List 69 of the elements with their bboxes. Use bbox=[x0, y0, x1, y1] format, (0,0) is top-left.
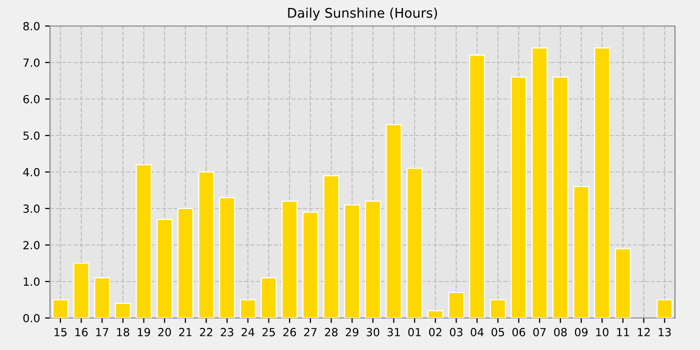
x-tick-label: 22 bbox=[200, 328, 212, 336]
x-tick-label: 03 bbox=[450, 328, 462, 336]
bar bbox=[114, 302, 131, 318]
bar bbox=[448, 292, 464, 318]
bar bbox=[302, 212, 318, 318]
x-tick-label: 04 bbox=[470, 328, 484, 336]
x-tick-label: 27 bbox=[304, 328, 317, 336]
x-tick-label: 02 bbox=[429, 328, 442, 336]
bar bbox=[219, 196, 236, 318]
y-tick-label: 3.0 bbox=[23, 204, 40, 213]
x-tick-label: 30 bbox=[366, 328, 380, 336]
bar bbox=[573, 186, 590, 318]
x-tick-label: 05 bbox=[492, 328, 504, 336]
x-tick-label: 24 bbox=[242, 328, 254, 336]
x-tick-label: 15 bbox=[54, 328, 67, 336]
x-tick-label: 12 bbox=[638, 328, 650, 336]
y-tick-label: 8.0 bbox=[23, 22, 40, 30]
x-tick-label: 18 bbox=[117, 328, 130, 336]
y-tick-label: 6.0 bbox=[23, 94, 40, 104]
x-tick-label: 25 bbox=[262, 328, 275, 336]
bar bbox=[510, 76, 527, 318]
x-tick-label: 17 bbox=[96, 328, 108, 336]
bar bbox=[177, 208, 194, 318]
x-tick-label: 09 bbox=[574, 328, 588, 336]
bar bbox=[656, 299, 673, 318]
y-tick-label: 5.0 bbox=[23, 131, 40, 140]
bar bbox=[94, 277, 110, 318]
bar bbox=[323, 175, 340, 318]
bar bbox=[469, 54, 486, 318]
bar bbox=[156, 218, 173, 318]
bar bbox=[427, 310, 444, 318]
bar bbox=[364, 200, 381, 318]
bar bbox=[52, 299, 68, 318]
chart-title: Daily Sunshine (Hours) bbox=[288, 8, 437, 20]
y-tick-label: 4.0 bbox=[23, 168, 40, 176]
bar bbox=[594, 47, 610, 318]
x-tick-label: 20 bbox=[158, 328, 171, 336]
x-tick-label: 13 bbox=[658, 328, 671, 336]
x-tick-label: 26 bbox=[283, 328, 296, 336]
bar bbox=[260, 277, 277, 318]
bar bbox=[614, 248, 631, 318]
x-tick-label: 06 bbox=[512, 328, 526, 336]
bar bbox=[240, 299, 256, 318]
x-tick-label: 23 bbox=[220, 328, 234, 336]
y-tick-label: 2.0 bbox=[23, 240, 40, 250]
bar bbox=[406, 168, 423, 318]
x-tick-label: 16 bbox=[75, 328, 88, 336]
y-tick-label: 1.0 bbox=[24, 277, 40, 286]
bar bbox=[198, 171, 214, 318]
bar bbox=[136, 164, 152, 318]
x-tick-label: 08 bbox=[554, 328, 567, 336]
y-tick-label: 0.0 bbox=[23, 314, 40, 322]
bar bbox=[532, 47, 548, 318]
x-tick-label: 29 bbox=[346, 328, 358, 336]
bar bbox=[73, 262, 90, 318]
bar bbox=[282, 200, 298, 318]
y-tick-label: 7.0 bbox=[24, 58, 40, 67]
x-tick-label: 10 bbox=[596, 328, 608, 336]
x-tick-label: 19 bbox=[138, 328, 150, 336]
x-tick-label: 11 bbox=[617, 328, 629, 336]
bar bbox=[552, 76, 568, 318]
bar bbox=[386, 124, 402, 318]
x-tick-label: 31 bbox=[388, 328, 400, 336]
x-tick-label: 21 bbox=[179, 328, 192, 336]
bar bbox=[490, 299, 506, 318]
x-tick-label: 07 bbox=[533, 328, 546, 336]
x-tick-label: 01 bbox=[408, 328, 421, 336]
bar bbox=[344, 204, 360, 318]
x-tick-label: 28 bbox=[324, 328, 338, 336]
